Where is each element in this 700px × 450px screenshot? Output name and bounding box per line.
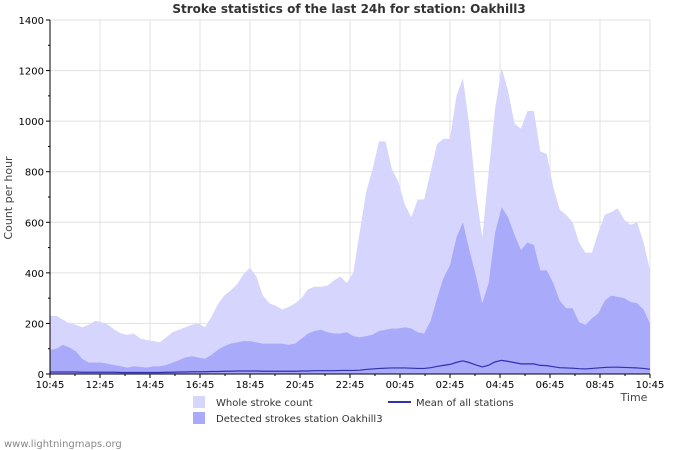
x-axis-label: Time bbox=[620, 391, 648, 404]
x-tick-label: 20:45 bbox=[286, 380, 315, 391]
y-tick-label: 800 bbox=[25, 168, 44, 179]
y-tick-label: 1400 bbox=[19, 16, 44, 27]
x-tick-label: 02:45 bbox=[436, 380, 465, 391]
x-tick-label: 08:45 bbox=[586, 380, 615, 391]
legend-label-detected-strokes: Detected strokes station Oakhill3 bbox=[216, 414, 383, 425]
x-tick-label: 06:45 bbox=[536, 380, 565, 391]
chart-title: Stroke statistics of the last 24h for st… bbox=[172, 2, 525, 16]
legend-swatch-whole-stroke-count bbox=[193, 396, 205, 408]
y-axis-label: Count per hour bbox=[2, 156, 15, 240]
line-mean-of-all-stations bbox=[50, 359, 651, 374]
legend-label-whole-stroke-count: Whole stroke count bbox=[216, 398, 313, 409]
x-tick-label: 16:45 bbox=[186, 380, 215, 391]
y-tick-label: 1000 bbox=[19, 117, 44, 128]
x-tick-label: 04:45 bbox=[486, 380, 515, 391]
legend: Whole stroke count Detected strokes stat… bbox=[193, 396, 514, 425]
x-tick-label: 18:45 bbox=[236, 380, 265, 391]
y-tick-label: 0 bbox=[38, 370, 44, 381]
x-tick-label: 22:45 bbox=[336, 380, 365, 391]
source-credit: www.lightningmaps.org bbox=[4, 439, 122, 450]
x-tick-label: 10:45 bbox=[36, 380, 65, 391]
legend-label-mean-of-all-stations: Mean of all stations bbox=[416, 398, 514, 409]
x-tick-label: 00:45 bbox=[386, 380, 415, 391]
y-tick-label: 600 bbox=[25, 218, 44, 229]
x-tick-label: 10:45 bbox=[636, 380, 665, 391]
area-series bbox=[50, 68, 651, 374]
y-tick-label: 1200 bbox=[19, 67, 44, 78]
x-tick-label: 14:45 bbox=[136, 380, 165, 391]
axes bbox=[46, 19, 651, 378]
legend-swatch-detected-strokes bbox=[193, 412, 205, 424]
y-tick-label: 200 bbox=[25, 319, 44, 330]
x-tick-labels: 10:45 12:45 14:45 16:45 18:45 20:45 22:45 00:45… bbox=[36, 380, 665, 391]
area-detected-strokes bbox=[50, 207, 650, 374]
y-tick-label: 400 bbox=[25, 269, 44, 280]
y-tick-labels: 0 200 400 600 800 1000 1200 1400 bbox=[19, 16, 44, 381]
x-tick-label: 12:45 bbox=[86, 380, 115, 391]
